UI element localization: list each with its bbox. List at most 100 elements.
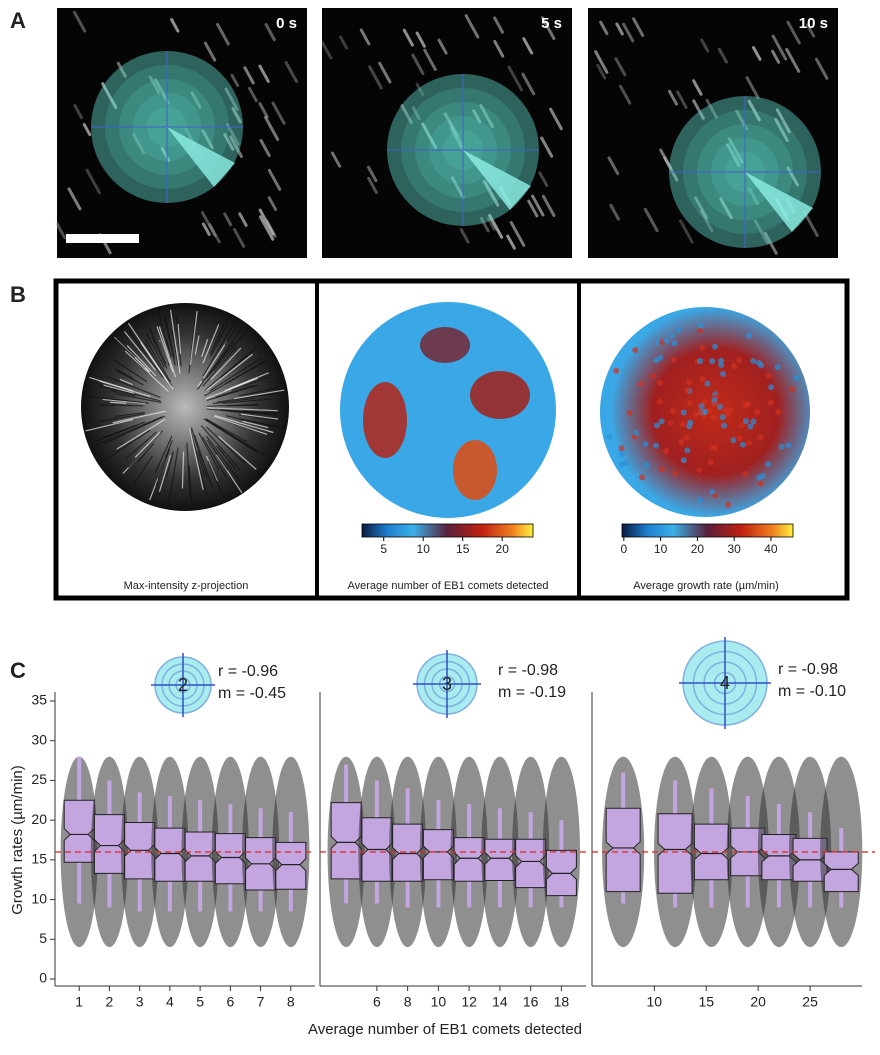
- y-tick-label: 10: [31, 890, 47, 906]
- rate-speck: [697, 409, 704, 416]
- projection-streak: [165, 451, 174, 478]
- rate-speck: [632, 429, 639, 436]
- projection-streak: [206, 408, 277, 416]
- comet-streak: [771, 34, 788, 61]
- rate-speck: [785, 442, 792, 449]
- comet-density-image: [340, 302, 556, 518]
- projection-streak: [159, 341, 170, 366]
- comet-streak: [700, 38, 710, 53]
- colorbar-tick-label: 30: [727, 542, 741, 556]
- comet-streak: [752, 46, 762, 61]
- projection-streak: [112, 358, 148, 383]
- rate-speck: [683, 434, 690, 441]
- rate-speck: [744, 401, 751, 408]
- comet-streak: [231, 107, 242, 124]
- comet-streak: [521, 72, 536, 96]
- rate-speck: [679, 421, 686, 428]
- comet-streak: [258, 64, 270, 83]
- comet-streak: [72, 10, 87, 33]
- rate-speck: [711, 400, 718, 407]
- timestamp: 10 s: [799, 15, 828, 32]
- comet-streak: [243, 66, 255, 85]
- comet-streak: [451, 176, 465, 199]
- comet-streak: [527, 199, 539, 218]
- comet-streak: [459, 228, 470, 244]
- projection-streak: [188, 465, 193, 508]
- image-caption: Average number of EB1 comets detected: [348, 580, 549, 592]
- x-tick-label: 3: [136, 994, 144, 1010]
- box: [275, 841, 307, 890]
- comet-streak: [421, 122, 438, 149]
- projection-streak: [85, 418, 134, 432]
- box: [515, 838, 547, 889]
- projection-streak: [102, 398, 146, 404]
- rate-speck: [731, 363, 738, 370]
- rate-speck: [680, 409, 687, 416]
- comet-streak: [632, 17, 645, 37]
- rate-speck: [709, 488, 716, 495]
- projection-streak: [220, 347, 257, 378]
- comet-streak: [507, 65, 523, 92]
- rate-speck: [725, 501, 732, 508]
- comet-streak: [330, 151, 342, 168]
- projection-streak: [136, 442, 155, 463]
- rate-speck: [775, 409, 782, 416]
- colorbar-tick-label: 10: [654, 542, 668, 556]
- comet-streak: [208, 223, 221, 244]
- projection-streak: [209, 317, 229, 355]
- sweep-wedge: [745, 172, 813, 232]
- blob: [470, 371, 530, 419]
- comet-streak: [131, 132, 146, 155]
- microscopy-frame: [57, 8, 307, 258]
- comet-streak: [747, 99, 761, 122]
- comet-streak: [676, 90, 688, 109]
- comet-streak: [367, 165, 378, 183]
- comet-streak: [705, 98, 718, 119]
- comet-streak: [415, 31, 426, 48]
- rate-speck: [757, 480, 764, 487]
- rate-speck: [670, 356, 677, 363]
- projection-streak: [169, 309, 181, 374]
- projection-streak: [156, 326, 174, 373]
- box: [63, 799, 95, 863]
- rate-speck: [750, 358, 757, 365]
- projection-streak: [214, 415, 274, 434]
- comet-streak: [449, 127, 464, 151]
- comet-streak: [775, 108, 791, 134]
- comet-streak: [148, 75, 161, 94]
- comet-streak: [774, 117, 789, 143]
- rate-speck: [606, 433, 613, 440]
- projection-streak: [242, 420, 269, 429]
- panel-label: B: [10, 282, 26, 307]
- colorbar-tick-label: 10: [417, 542, 431, 556]
- comet-streak: [230, 73, 240, 87]
- comet-streak: [263, 115, 280, 141]
- rate-speck: [613, 367, 620, 374]
- rate-speck: [745, 332, 752, 339]
- projection-streak: [112, 410, 166, 424]
- projection-streak: [222, 398, 273, 405]
- comet-streak: [264, 23, 276, 42]
- colorbar-tick-label: 40: [764, 542, 778, 556]
- panel-label: A: [10, 8, 26, 33]
- comet-streak: [479, 104, 494, 129]
- comet-streak: [596, 63, 607, 80]
- rate-speck: [698, 403, 705, 410]
- rate-speck: [650, 373, 657, 380]
- rate-speck: [678, 439, 685, 446]
- x-tick-label: 10: [431, 994, 447, 1010]
- rate-speck: [653, 357, 660, 364]
- projection-streak: [102, 429, 151, 463]
- comet-streak: [663, 156, 679, 182]
- projection-streak: [206, 407, 278, 412]
- sweep-wedge: [463, 150, 531, 210]
- comet-streak: [320, 40, 333, 60]
- projection-streak: [158, 455, 172, 492]
- comet-streak: [540, 136, 554, 158]
- projection-streak: [115, 393, 162, 404]
- projection-streak: [130, 333, 164, 379]
- comet-streak: [229, 135, 243, 158]
- projection-streak: [133, 455, 154, 484]
- comet-streak: [258, 208, 275, 236]
